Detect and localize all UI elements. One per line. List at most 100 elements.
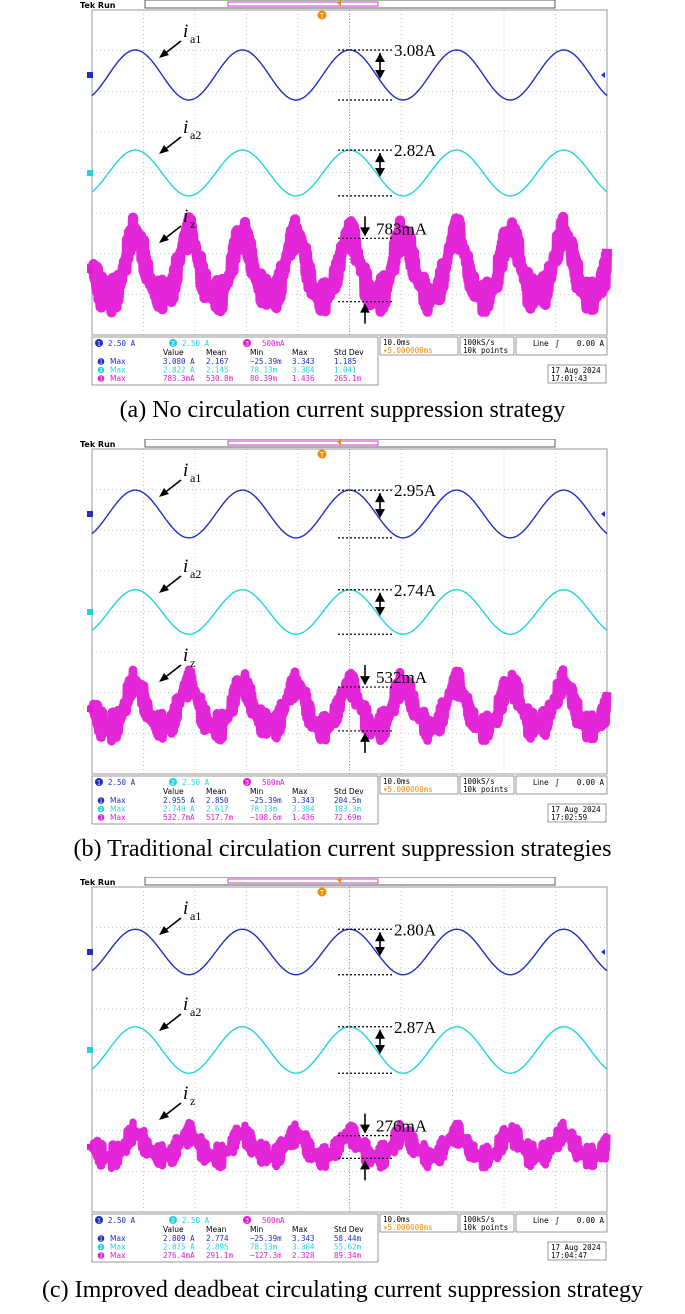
waveform-ch3 xyxy=(87,665,612,746)
trigger-box xyxy=(515,336,608,356)
table-cell: 3.343 xyxy=(292,796,315,805)
channel-2-icon xyxy=(169,778,177,786)
channel-3-icon xyxy=(243,339,251,347)
measure-arrow-up-icon xyxy=(375,932,385,942)
trace-label: i xyxy=(183,1083,188,1104)
row-label: Max xyxy=(110,1234,126,1243)
trace-label-subscript: a1 xyxy=(190,32,201,46)
table-cell: 291.1m xyxy=(206,1251,234,1260)
trigger-slope-icon: ∫ xyxy=(555,778,559,787)
measure-annotation-ch2: 2.74A xyxy=(338,581,437,635)
time-value: 17:01:43 xyxy=(551,374,587,383)
channel-number: 2 xyxy=(171,1218,175,1225)
trigger-icon-letter: T xyxy=(319,12,325,20)
waveform-ch1 xyxy=(91,49,608,101)
record-points: 10k points xyxy=(463,785,508,794)
table-cell: 2.740 A xyxy=(163,805,195,814)
table-cell: 3.343 xyxy=(292,357,315,366)
trigger-position-icon xyxy=(337,877,341,883)
measure-arrow-down-icon xyxy=(360,1124,370,1134)
trace-label: i xyxy=(183,21,188,42)
row-label: Max xyxy=(110,357,126,366)
table-cell: −25.39m xyxy=(250,796,282,805)
measure-annotation-ch2: 2.87A xyxy=(338,1018,437,1074)
table-header: Max xyxy=(292,1225,308,1234)
row-label: Max xyxy=(110,1251,126,1260)
label-pointer-head xyxy=(159,584,169,593)
timebase-value: 10.0ms xyxy=(383,1215,410,1224)
record-length-bar xyxy=(144,0,556,9)
trace-label-subscript: z xyxy=(190,217,195,231)
date-value: 17 Aug 2024 xyxy=(551,366,601,375)
time-value: 17:02:59 xyxy=(551,813,587,822)
table-cell: 517.7m xyxy=(206,813,234,822)
trigger-level: 0.00 A xyxy=(577,1216,605,1225)
measure-arrow-down-icon xyxy=(375,70,385,79)
channel-scale: 2.50 A xyxy=(182,1216,210,1225)
channel-marker-icon xyxy=(87,609,93,615)
table-cell: 204.5m xyxy=(334,796,362,805)
measure-annotation-ch3: 532mA xyxy=(338,665,428,753)
table-cell: 78.13m xyxy=(250,1243,278,1252)
datetime-box xyxy=(547,1241,607,1261)
table-cell: 530.8m xyxy=(206,374,234,383)
ref-marker-icon xyxy=(601,949,605,955)
trigger-icon xyxy=(317,449,327,459)
measure-arrow-down-icon xyxy=(375,1045,385,1054)
trace-label: i xyxy=(183,206,188,227)
row-channel-icon xyxy=(97,814,105,821)
trigger-position-icon xyxy=(337,0,341,6)
timebase-value: 10.0ms xyxy=(383,777,410,786)
waveform-ch2 xyxy=(91,589,608,635)
timebase-box xyxy=(379,336,459,356)
trigger-source: Line xyxy=(533,778,549,787)
channel-number: 3 xyxy=(245,780,249,787)
channel-scale: 2.50 A xyxy=(182,339,210,348)
date-value: 17 Aug 2024 xyxy=(551,1243,601,1252)
trigger-marker: T xyxy=(317,887,327,897)
table-header: Value xyxy=(163,1225,184,1234)
trigger-icon xyxy=(317,887,327,897)
table-cell: 2.875 A xyxy=(163,1243,195,1252)
table-cell: 2.955 A xyxy=(163,796,195,805)
row-channel-icon xyxy=(97,358,105,365)
waveform-ch3 xyxy=(88,1118,611,1172)
trace-label: i xyxy=(183,117,188,138)
measure-value: 2.74A xyxy=(394,581,437,600)
trigger-level: 0.00 A xyxy=(577,339,605,348)
scope-header: Tek Run xyxy=(80,877,556,887)
channel-number: 3 xyxy=(245,1218,249,1225)
row-label: Max xyxy=(110,805,126,814)
trace-label-subscript: z xyxy=(190,656,195,670)
table-cell: 1.185 xyxy=(334,357,357,366)
trigger-position-icon xyxy=(337,439,341,445)
header-label: Tek Run xyxy=(80,878,116,887)
channel-scale: 2.50 A xyxy=(108,1216,136,1225)
trigger-marker: T xyxy=(317,449,327,459)
measure-annotation-ch1: 3.08A xyxy=(338,41,437,101)
channel-3-icon xyxy=(243,778,251,786)
acquisition-box xyxy=(459,336,515,356)
table-header: Max xyxy=(292,348,308,357)
measure-arrow-up-icon xyxy=(360,1160,370,1170)
table-header: Std Dev xyxy=(334,1225,364,1234)
trigger-source: Line xyxy=(533,339,549,348)
timebase-box xyxy=(379,1213,459,1233)
row-channel-icon xyxy=(97,805,105,813)
measure-value: 783mA xyxy=(376,219,428,238)
channel-2-icon xyxy=(169,339,177,347)
table-header: Value xyxy=(163,348,184,357)
table-cell: 3.384 xyxy=(292,805,315,814)
trace-label-subscript: a1 xyxy=(190,909,201,923)
delay-value: ▾5.000000ms xyxy=(383,1223,433,1232)
measure-value: 2.87A xyxy=(394,1018,437,1037)
row-channel-icon xyxy=(97,375,105,382)
waveform-ch1 xyxy=(91,928,608,976)
table-cell: 2.895 xyxy=(206,1243,229,1252)
measure-arrow-down-icon xyxy=(375,509,385,518)
table-cell: 3.384 xyxy=(292,1243,315,1252)
waveform-ch1 xyxy=(91,489,608,539)
trace-ch1: i a1 xyxy=(87,460,608,539)
